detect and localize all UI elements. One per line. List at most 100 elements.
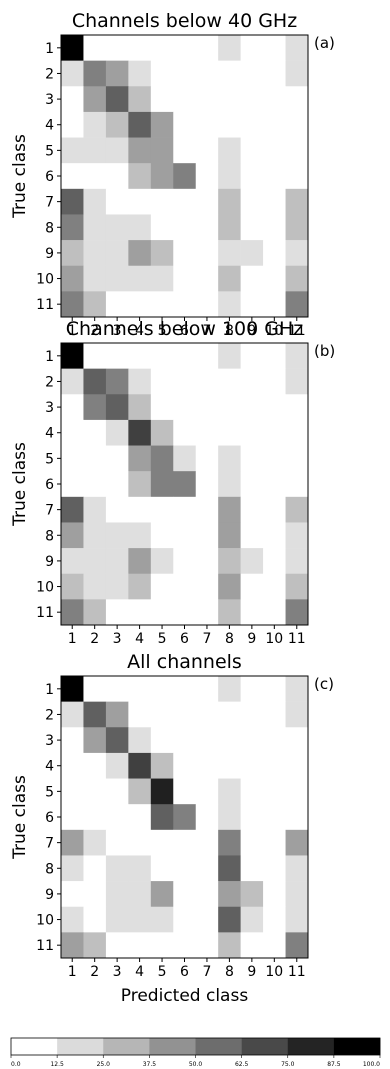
heatmap-cell: [286, 343, 309, 369]
y-tick-label: 3: [45, 733, 54, 749]
heatmap-cell: [61, 727, 84, 753]
heatmap-cell: [286, 881, 309, 907]
y-tick-label: 6: [45, 169, 54, 185]
heatmap-cell: [241, 61, 264, 87]
heatmap-cell: [61, 702, 84, 728]
heatmap-cell: [286, 753, 309, 779]
heatmap-cell: [263, 702, 286, 728]
heatmap-cell: [218, 830, 241, 856]
heatmap-cell: [83, 394, 106, 420]
heatmap-cell: [286, 61, 309, 87]
heatmap-cell: [128, 727, 151, 753]
heatmap-cell: [61, 420, 84, 446]
x-axis-label: Predicted class: [121, 986, 249, 1006]
heatmap-cell: [218, 522, 241, 548]
heatmap-cell: [106, 163, 129, 189]
heatmap-cell: [241, 35, 264, 61]
panel-label: (c): [314, 675, 334, 693]
heatmap-cell: [241, 214, 264, 240]
heatmap-cell: [83, 727, 106, 753]
heatmap-cell: [61, 446, 84, 472]
heatmap-cell: [173, 138, 196, 164]
y-tick-label: 9: [45, 554, 54, 570]
x-tick-label: 7: [202, 964, 211, 980]
y-tick-label: 1: [45, 682, 54, 698]
heatmap-cell: [263, 163, 286, 189]
heatmap-cell: [286, 574, 309, 600]
heatmap-cell: [173, 369, 196, 395]
heatmap-cell: [83, 214, 106, 240]
heatmap-cell: [106, 189, 129, 215]
y-tick-label: 4: [45, 426, 54, 442]
heatmap-cell: [286, 804, 309, 830]
heatmap-cell: [218, 727, 241, 753]
x-tick-label: 4: [135, 631, 144, 647]
heatmap-cell: [196, 907, 219, 933]
y-tick-label: 2: [45, 66, 54, 82]
heatmap-cell: [241, 420, 264, 446]
heatmap-cell: [241, 907, 264, 933]
y-tick-label: 8: [45, 861, 54, 877]
heatmap-cell: [241, 446, 264, 472]
heatmap-cell: [128, 266, 151, 292]
heatmap-cell: [263, 676, 286, 702]
heatmap-cell: [106, 420, 129, 446]
heatmap-cell: [83, 907, 106, 933]
heatmap-cell: [106, 522, 129, 548]
heatmap-cell: [196, 163, 219, 189]
heatmap-cell: [61, 907, 84, 933]
heatmap-cell: [286, 702, 309, 728]
y-tick-label: 11: [36, 605, 54, 621]
heatmap-cell: [173, 420, 196, 446]
panel-label: (a): [314, 34, 335, 52]
y-tick-label: 6: [45, 477, 54, 493]
heatmap-cell: [286, 420, 309, 446]
heatmap-cell: [128, 753, 151, 779]
heatmap-cell: [61, 548, 84, 574]
heatmap-cell: [61, 676, 84, 702]
colorbar-tick-label: 100.0: [363, 1061, 380, 1068]
heatmap-cell: [61, 932, 84, 958]
heatmap-cell: [241, 343, 264, 369]
y-tick-label: 2: [45, 374, 54, 390]
heatmap-cell: [286, 394, 309, 420]
heatmap-cell: [61, 163, 84, 189]
heatmap-cell: [128, 574, 151, 600]
heatmap-cell: [263, 804, 286, 830]
heatmap-cell: [263, 266, 286, 292]
heatmap-cell: [173, 599, 196, 625]
heatmap-cell: [241, 753, 264, 779]
heatmap-cell: [263, 907, 286, 933]
y-tick-label: 1: [45, 349, 54, 365]
heatmap-cell: [61, 574, 84, 600]
x-tick-label: 4: [135, 964, 144, 980]
heatmap-cell: [286, 727, 309, 753]
x-tick-label: 9: [247, 631, 256, 647]
x-tick-label: 11: [288, 631, 306, 647]
heatmap-cell: [106, 86, 129, 112]
heatmap-cell: [263, 855, 286, 881]
heatmap-cell: [263, 86, 286, 112]
x-tick-label: 10: [265, 964, 283, 980]
heatmap-cell: [173, 61, 196, 87]
heatmap-cell: [218, 907, 241, 933]
heatmap-cell: [173, 189, 196, 215]
heatmap-cell: [241, 394, 264, 420]
heatmap-cell: [151, 266, 174, 292]
x-tick-label: 10: [265, 631, 283, 647]
heatmap-cell: [61, 86, 84, 112]
heatmap-cell: [196, 804, 219, 830]
heatmap-cell: [83, 599, 106, 625]
heatmap-cell: [83, 702, 106, 728]
heatmap-cell: [128, 497, 151, 523]
heatmap-cell: [196, 881, 219, 907]
heatmap-cell: [286, 855, 309, 881]
heatmap-cell: [173, 291, 196, 317]
heatmap-cell: [151, 855, 174, 881]
x-tick-label: 1: [68, 964, 77, 980]
heatmap-cell: [286, 676, 309, 702]
heatmap-cell: [106, 727, 129, 753]
heatmap-cell: [83, 779, 106, 805]
heatmap-cell: [83, 830, 106, 856]
heatmap-cell: [128, 907, 151, 933]
